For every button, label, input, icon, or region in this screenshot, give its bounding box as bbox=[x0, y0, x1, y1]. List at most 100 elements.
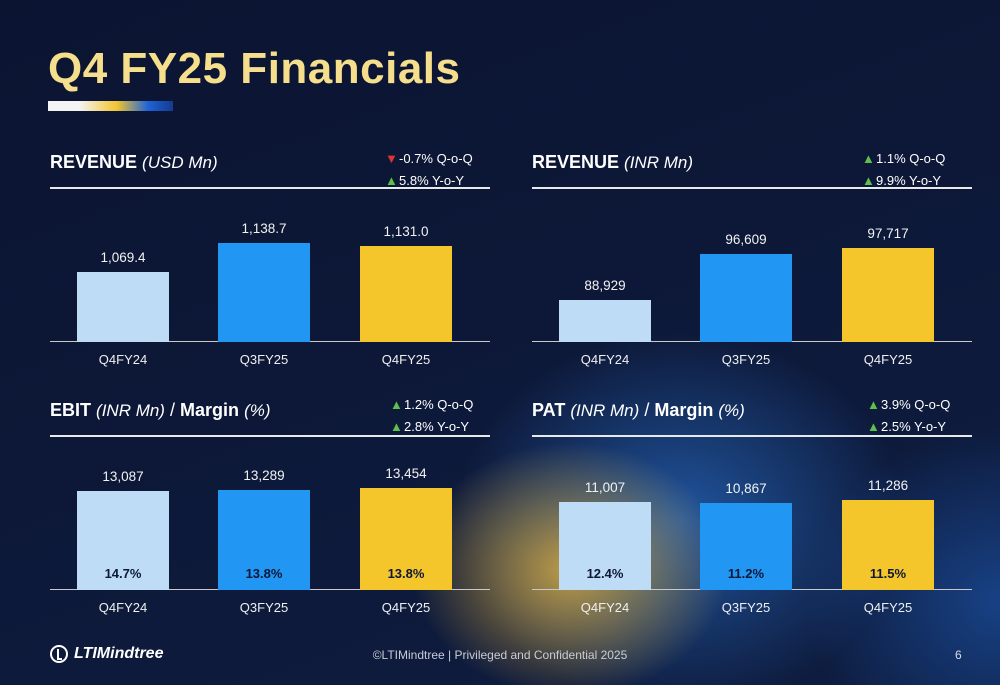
bar-value-label: 97,717 bbox=[867, 225, 909, 241]
qoq-change: ▲1.2% Q-o-Q bbox=[390, 394, 473, 416]
lti-logo-icon bbox=[50, 645, 68, 663]
category-label: Q4FY25 bbox=[381, 352, 431, 367]
ebit-panel: EBIT (INR Mn) / Margin (%) ▲1.2% Q-o-Q ▲… bbox=[50, 397, 490, 650]
category-label: Q4FY24 bbox=[98, 352, 148, 367]
panel-title-main: REVENUE bbox=[532, 152, 620, 172]
margin-label: 11.5% bbox=[869, 566, 907, 581]
qoq-change-text: 3.9% Q-o-Q bbox=[881, 397, 951, 412]
category-label: Q4FY25 bbox=[863, 352, 913, 367]
company-logo: LTIMindtree bbox=[50, 645, 163, 663]
bar-q4fy24 bbox=[559, 300, 651, 342]
panel-title: REVENUE (INR Mn) bbox=[532, 152, 693, 173]
change-indicators: ▲1.1% Q-o-Q ▲9.9% Y-o-Y bbox=[862, 148, 945, 192]
title-underline bbox=[48, 101, 173, 111]
bar-value-label: 11,286 bbox=[867, 477, 909, 493]
bar-q3fy25 bbox=[700, 254, 792, 342]
bar-q4fy24 bbox=[77, 271, 169, 342]
change-indicators: ▼-0.7% Q-o-Q ▲5.8% Y-o-Y bbox=[385, 148, 473, 192]
yoy-change-text: 2.8% Y-o-Y bbox=[404, 419, 470, 434]
logo-text: LTIMindtree bbox=[74, 645, 164, 662]
bar-plot: 1,069.4 Q4FY24 1,138.7 Q3FY25 1,131.0 Q4FY25 bbox=[50, 192, 490, 367]
change-indicators: ▲3.9% Q-o-Q ▲2.5% Y-o-Y bbox=[867, 394, 950, 438]
revenue-usd-panel: REVENUE (USD Mn) ▼-0.7% Q-o-Q ▲5.8% Y-o-… bbox=[50, 151, 490, 402]
panel-title-suffix: Margin bbox=[180, 400, 240, 420]
panel-title-unit: (USD Mn) bbox=[142, 153, 218, 172]
bar-value-label: 1,069.4 bbox=[100, 249, 146, 265]
title-separator: / bbox=[644, 400, 650, 420]
panel-title-suffix-unit: (%) bbox=[244, 401, 271, 420]
yoy-change: ▲5.8% Y-o-Y bbox=[385, 170, 473, 192]
slide-title: Q4 FY25 Financials bbox=[48, 44, 461, 93]
bar-q4fy25 bbox=[842, 499, 934, 590]
bar-plot: 88,929 Q4FY24 96,609 Q3FY25 97,717 Q4FY25 bbox=[532, 192, 972, 367]
margin-label: 14.7% bbox=[104, 566, 142, 581]
page-number: 6 bbox=[955, 648, 962, 662]
panel-title: EBIT (INR Mn) / Margin (%) bbox=[50, 400, 271, 421]
qoq-change-text: 1.2% Q-o-Q bbox=[404, 397, 474, 412]
qoq-change-text: 1.1% Q-o-Q bbox=[876, 151, 946, 166]
panel-title-unit: (INR Mn) bbox=[570, 401, 640, 420]
category-label: Q3FY25 bbox=[239, 600, 289, 615]
qoq-change: ▲3.9% Q-o-Q bbox=[867, 394, 950, 416]
qoq-change-triangle-icon: ▲ bbox=[390, 397, 403, 412]
bar-value-label: 88,929 bbox=[584, 278, 626, 294]
category-label: Q3FY25 bbox=[239, 352, 289, 367]
bar-value-label: 11,007 bbox=[584, 479, 626, 495]
qoq-change-text: -0.7% Q-o-Q bbox=[399, 151, 473, 166]
pat-panel: PAT (INR Mn) / Margin (%) ▲3.9% Q-o-Q ▲2… bbox=[532, 397, 972, 650]
yoy-change: ▲2.5% Y-o-Y bbox=[867, 416, 950, 438]
margin-label: 11.2% bbox=[727, 566, 765, 581]
margin-label: 13.8% bbox=[387, 566, 425, 581]
bar-plot: 13,087 14.7% Q4FY24 13,289 13.8% Q3FY25 13,454… bbox=[50, 440, 490, 615]
bar-value-label: 13,087 bbox=[102, 469, 144, 485]
bar-q3fy25 bbox=[218, 489, 310, 590]
category-label: Q3FY25 bbox=[721, 352, 771, 367]
bar-value-label: 10,867 bbox=[725, 481, 767, 497]
category-label: Q4FY25 bbox=[863, 600, 913, 615]
panel-rule bbox=[532, 435, 972, 437]
panel-title-main: REVENUE bbox=[50, 152, 138, 172]
category-label: Q4FY24 bbox=[98, 600, 148, 615]
yoy-change-triangle-icon: ▲ bbox=[385, 173, 398, 188]
bar-plot: 11,007 12.4% Q4FY24 10,867 11.2% Q3FY25 11,286… bbox=[532, 440, 972, 615]
category-label: Q3FY25 bbox=[721, 600, 771, 615]
bar-value-label: 1,138.7 bbox=[241, 220, 287, 236]
panel-title-suffix: Margin bbox=[654, 400, 714, 420]
bar-q4fy25 bbox=[842, 247, 934, 342]
bar-q4fy24 bbox=[77, 491, 169, 590]
title-separator: / bbox=[170, 400, 176, 420]
bar-value-label: 13,454 bbox=[385, 466, 427, 482]
yoy-change-triangle-icon: ▲ bbox=[390, 419, 403, 434]
bar-q4fy25 bbox=[360, 246, 452, 342]
yoy-change: ▲2.8% Y-o-Y bbox=[390, 416, 473, 438]
bar-q3fy25 bbox=[700, 503, 792, 590]
category-label: Q4FY25 bbox=[381, 600, 431, 615]
panel-rule bbox=[50, 187, 490, 189]
bar-q4fy25 bbox=[360, 488, 452, 590]
bar-value-label: 1,131.0 bbox=[383, 224, 429, 240]
panel-title: PAT (INR Mn) / Margin (%) bbox=[532, 400, 745, 421]
panel-title-unit: (INR Mn) bbox=[96, 401, 165, 420]
panel-title-unit: (INR Mn) bbox=[624, 153, 693, 172]
panel-title-suffix-unit: (%) bbox=[718, 401, 745, 420]
margin-label: 12.4% bbox=[586, 566, 624, 581]
yoy-change-text: 5.8% Y-o-Y bbox=[399, 173, 465, 188]
footer-confidential: ©LTIMindtree | Privileged and Confidenti… bbox=[372, 648, 628, 662]
panel-rule bbox=[50, 435, 490, 437]
panel-rule bbox=[532, 187, 972, 189]
category-label: Q4FY24 bbox=[580, 600, 630, 615]
bar-value-label: 13,289 bbox=[243, 467, 285, 483]
change-indicators: ▲1.2% Q-o-Q ▲2.8% Y-o-Y bbox=[390, 394, 473, 438]
bar-q4fy24 bbox=[559, 501, 651, 590]
yoy-change: ▲9.9% Y-o-Y bbox=[862, 170, 945, 192]
yoy-change-text: 2.5% Y-o-Y bbox=[881, 419, 947, 434]
bar-q3fy25 bbox=[218, 242, 310, 342]
revenue-inr-panel: REVENUE (INR Mn) ▲1.1% Q-o-Q ▲9.9% Y-o-Y… bbox=[532, 151, 972, 402]
panel-title-main: PAT bbox=[532, 400, 566, 420]
margin-label: 13.8% bbox=[245, 566, 283, 581]
qoq-change-triangle-icon: ▲ bbox=[862, 151, 875, 166]
qoq-change-triangle-icon: ▲ bbox=[867, 397, 880, 412]
bar-value-label: 96,609 bbox=[725, 232, 767, 248]
yoy-change-triangle-icon: ▲ bbox=[867, 419, 880, 434]
yoy-change-triangle-icon: ▲ bbox=[862, 173, 875, 188]
